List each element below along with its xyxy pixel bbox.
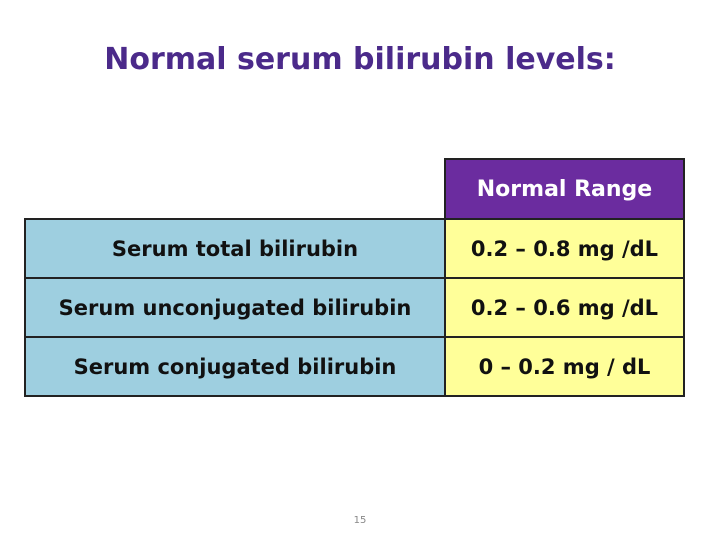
page-number: 15	[353, 515, 367, 526]
title: Normal serum bilirubin levels:	[104, 42, 616, 77]
label-cell: Serum unconjugated bilirubin	[24, 277, 446, 338]
table-header: Normal Range	[444, 158, 685, 220]
value-cell: 0 – 0.2 mg / dL	[444, 336, 685, 397]
value-cell: 0.2 – 0.8 mg /dL	[444, 218, 685, 279]
label-cell: Serum total bilirubin	[24, 218, 446, 279]
value-cell: 0.2 – 0.6 mg /dL	[444, 277, 685, 338]
label-cell: Serum conjugated bilirubin	[24, 336, 446, 397]
